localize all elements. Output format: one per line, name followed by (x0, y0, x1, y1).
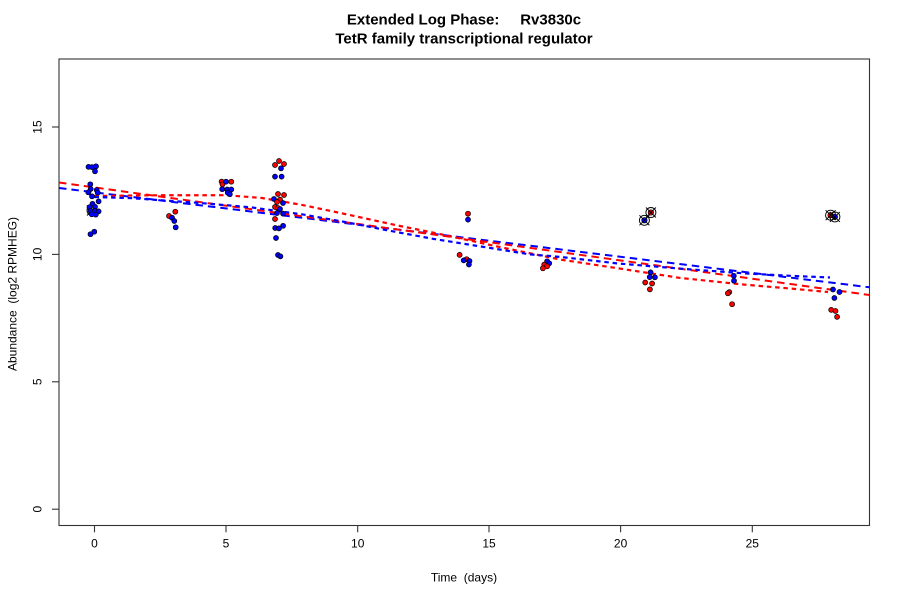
svg-text:Abundance (log2 RPMHEG): Abundance (log2 RPMHEG) (6, 217, 20, 371)
svg-text:0: 0 (31, 506, 45, 513)
svg-text:10: 10 (351, 537, 365, 551)
svg-text:10: 10 (31, 247, 45, 261)
svg-text:25: 25 (746, 537, 760, 551)
svg-text:15: 15 (31, 120, 45, 134)
svg-text:20: 20 (614, 537, 628, 551)
svg-text:0: 0 (91, 537, 98, 551)
svg-text:15: 15 (482, 537, 496, 551)
svg-text:Time (days): Time (days) (431, 571, 497, 585)
svg-text:TetR family transcriptional re: TetR family transcriptional regulator (335, 31, 592, 48)
svg-text:Extended Log Phase: Rv3830: Extended Log Phase: Rv3830c (347, 12, 581, 29)
svg-text:5: 5 (31, 378, 45, 385)
svg-text:5: 5 (223, 537, 230, 551)
